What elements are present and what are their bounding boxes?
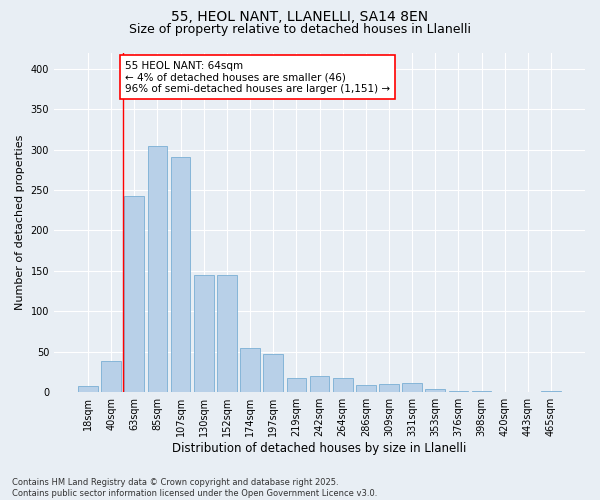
Bar: [148, 146, 167, 392]
Bar: [425, 389, 445, 392]
Bar: [379, 384, 399, 392]
Bar: [171, 157, 190, 392]
Bar: [240, 348, 260, 392]
Bar: [124, 196, 144, 392]
Bar: [217, 275, 237, 392]
Bar: [402, 384, 422, 392]
Bar: [194, 275, 214, 392]
Bar: [333, 378, 353, 392]
Bar: [78, 386, 98, 392]
Bar: [287, 378, 306, 392]
Bar: [472, 390, 491, 392]
Bar: [263, 354, 283, 392]
Bar: [449, 390, 468, 392]
Text: Contains HM Land Registry data © Crown copyright and database right 2025.
Contai: Contains HM Land Registry data © Crown c…: [12, 478, 377, 498]
Bar: [541, 390, 561, 392]
Text: Size of property relative to detached houses in Llanelli: Size of property relative to detached ho…: [129, 22, 471, 36]
Text: 55, HEOL NANT, LLANELLI, SA14 8EN: 55, HEOL NANT, LLANELLI, SA14 8EN: [172, 10, 428, 24]
Bar: [310, 376, 329, 392]
Text: 55 HEOL NANT: 64sqm
← 4% of detached houses are smaller (46)
96% of semi-detache: 55 HEOL NANT: 64sqm ← 4% of detached hou…: [125, 60, 390, 94]
Y-axis label: Number of detached properties: Number of detached properties: [15, 134, 25, 310]
Bar: [356, 385, 376, 392]
X-axis label: Distribution of detached houses by size in Llanelli: Distribution of detached houses by size …: [172, 442, 467, 455]
Bar: [101, 362, 121, 392]
